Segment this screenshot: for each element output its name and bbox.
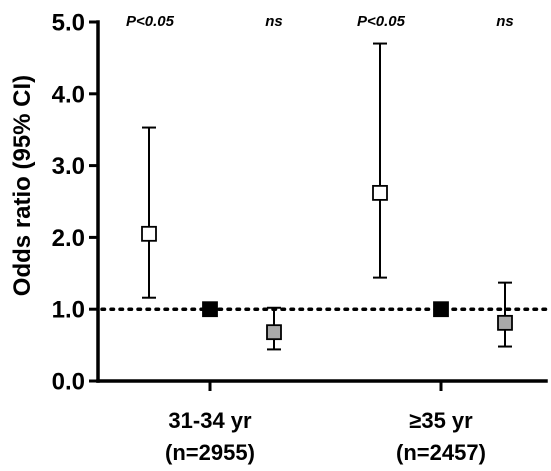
significance-annotation: ns bbox=[265, 13, 283, 30]
y-axis-title: Odds ratio (95% CI) bbox=[9, 75, 36, 296]
text-layer: 0.0 1.0 2.0 3.0 4.0 5.0 Odds ratio (95% CI) P<0… bbox=[9, 10, 514, 466]
axes-layer bbox=[89, 20, 548, 391]
significance-annotation: P<0.05 bbox=[126, 13, 175, 30]
y-tick-label: 1.0 bbox=[52, 297, 85, 324]
data-point-filled-square bbox=[202, 301, 218, 318]
y-tick-label: 2.0 bbox=[52, 225, 85, 252]
data-point-filled-square bbox=[433, 301, 449, 318]
y-tick-label: 4.0 bbox=[52, 81, 85, 108]
x-group-label: ≥35 yr bbox=[409, 408, 473, 433]
x-group-sample-size: (n=2955) bbox=[165, 440, 255, 465]
x-group-sample-size: (n=2457) bbox=[396, 440, 486, 465]
error-bars-layer bbox=[142, 42, 512, 351]
data-point-gray-square bbox=[497, 314, 513, 331]
y-tick-label: 0.0 bbox=[52, 369, 85, 396]
data-point-gray-square bbox=[266, 324, 282, 341]
significance-annotation: ns bbox=[496, 13, 514, 30]
significance-annotation: P<0.05 bbox=[357, 13, 406, 30]
data-point-open-square bbox=[141, 225, 157, 242]
y-tick-label: 3.0 bbox=[52, 153, 85, 180]
x-group-label: 31-34 yr bbox=[168, 408, 252, 433]
data-point-open-square bbox=[372, 184, 388, 201]
y-tick-label: 5.0 bbox=[52, 10, 85, 37]
points-layer bbox=[141, 184, 513, 341]
